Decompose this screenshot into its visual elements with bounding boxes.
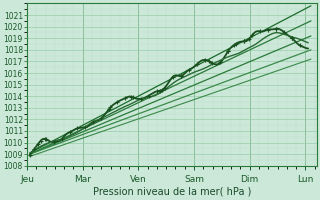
X-axis label: Pression niveau de la mer( hPa ): Pression niveau de la mer( hPa ) xyxy=(92,187,251,197)
